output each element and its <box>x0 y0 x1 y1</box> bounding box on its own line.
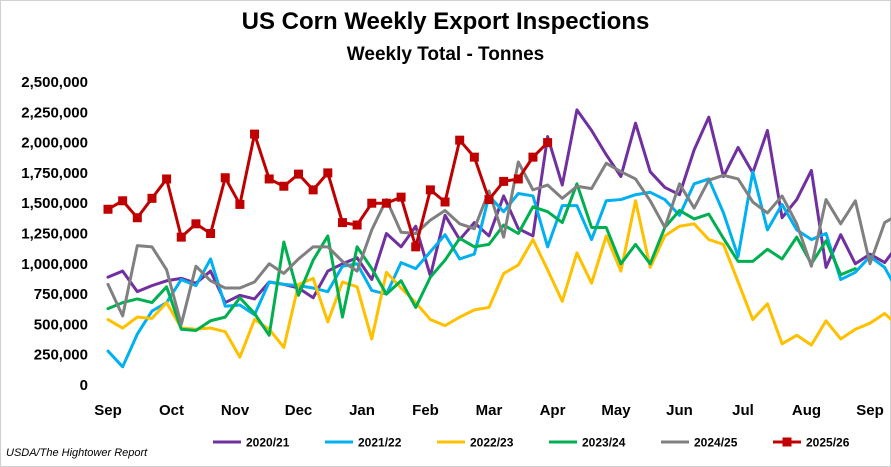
data-point-2025-26 <box>176 232 186 242</box>
y-axis: 0 250,000 500,000 750,000 1,000,000 1,250,000… <box>21 74 88 394</box>
source-note: USDA/The Hightower Report <box>6 447 148 459</box>
y-tick-label: 250,000 <box>34 347 88 364</box>
data-point-2025-26 <box>425 185 435 195</box>
legend-label-2020-21: 2020/21 <box>246 436 290 450</box>
data-point-2025-26 <box>191 219 201 229</box>
x-tick-label: Oct <box>159 402 184 419</box>
data-point-2025-26 <box>469 152 479 162</box>
data-point-2025-26 <box>455 135 465 145</box>
data-point-2025-26 <box>323 168 333 178</box>
data-point-2025-26 <box>499 176 509 186</box>
data-point-2025-26 <box>484 195 494 205</box>
data-point-2025-26 <box>411 242 421 252</box>
series-2025-26 <box>103 129 553 252</box>
data-point-2025-26 <box>250 129 260 139</box>
series-layer <box>103 108 891 369</box>
data-point-2025-26 <box>528 152 538 162</box>
y-tick-label: 1,000,000 <box>21 256 88 273</box>
data-point-2025-26 <box>337 218 347 228</box>
chart-subtitle: Weekly Total - Tonnes <box>346 44 545 65</box>
x-tick-label: Aug <box>792 402 821 419</box>
x-tick-label: Jul <box>732 402 754 419</box>
x-tick-label: Apr <box>540 402 566 419</box>
legend-item-2020-21: 2020/21 <box>213 436 290 450</box>
data-point-2025-26 <box>220 173 230 183</box>
y-tick-label: 2,000,000 <box>21 135 88 152</box>
y-tick-label: 1,750,000 <box>21 165 88 182</box>
legend-item-2024-25: 2024/25 <box>661 436 738 450</box>
x-tick-label: Nov <box>221 402 250 419</box>
x-tick-label: Dec <box>285 402 313 419</box>
series-2022-23 <box>106 199 891 359</box>
x-tick-label: Jan <box>349 402 375 419</box>
chart-title: US Corn Weekly Export Inspections <box>241 8 650 35</box>
legend-label-2024-25: 2024/25 <box>694 436 738 450</box>
legend-label-2021-22: 2021/22 <box>358 436 402 450</box>
y-tick-label: 2,250,000 <box>21 104 88 121</box>
x-tick-label: Sep <box>856 402 884 419</box>
y-tick-label: 1,250,000 <box>21 226 88 243</box>
data-point-2025-26 <box>352 220 362 230</box>
y-tick-label: 0 <box>80 377 88 394</box>
data-point-2025-26 <box>513 174 523 184</box>
data-point-2025-26 <box>132 213 142 223</box>
legend: 2020/21 2021/22 2022/23 2023/24 2024/25 2025/… <box>213 436 850 450</box>
x-tick-label: Jun <box>666 402 693 419</box>
x-tick-label: Sep <box>94 402 122 419</box>
data-point-2025-26 <box>206 229 216 238</box>
legend-item-2025-26: 2025/26 <box>773 436 850 450</box>
series-line-2024-25 <box>106 160 891 326</box>
legend-item-2022-23: 2022/23 <box>437 436 514 450</box>
series-line-2022-23 <box>106 199 891 359</box>
legend-label-2025-26: 2025/26 <box>806 436 850 450</box>
legend-item-2021-22: 2021/22 <box>325 436 402 450</box>
x-axis: Sep Oct Nov Dec Jan Feb Mar Apr May Jun Jul Aug Sep <box>94 402 884 419</box>
x-tick-label: Feb <box>412 402 439 419</box>
series-2023-24 <box>106 182 857 337</box>
legend-label-2023-24: 2023/24 <box>582 436 626 450</box>
legend-item-2023-24: 2023/24 <box>549 436 626 450</box>
data-point-2025-26 <box>103 204 113 214</box>
y-tick-label: 1,500,000 <box>21 195 88 212</box>
y-tick-label: 500,000 <box>34 316 88 333</box>
data-point-2025-26 <box>308 185 318 195</box>
y-tick-label: 750,000 <box>34 286 88 303</box>
data-point-2025-26 <box>381 198 391 208</box>
series-2021-22 <box>106 170 891 369</box>
data-point-2025-26 <box>440 197 450 207</box>
x-tick-label: May <box>601 402 631 419</box>
data-point-2025-26 <box>147 193 157 203</box>
data-point-2025-26 <box>235 199 245 209</box>
data-point-2025-26 <box>543 138 553 148</box>
x-tick-label: Mar <box>476 402 503 419</box>
data-point-2025-26 <box>279 181 289 191</box>
y-tick-label: 2,500,000 <box>21 74 88 91</box>
data-point-2025-26 <box>162 174 172 184</box>
data-point-2025-26 <box>367 198 377 208</box>
data-point-2025-26 <box>294 169 303 179</box>
series-2024-25 <box>106 160 891 326</box>
series-line-2021-22 <box>106 170 891 369</box>
data-point-2025-26 <box>396 192 406 202</box>
data-point-2025-26 <box>118 196 128 206</box>
data-point-2025-26 <box>264 174 274 184</box>
legend-marker-2025-26 <box>782 437 792 447</box>
series-line-2023-24 <box>106 182 857 337</box>
legend-label-2022-23: 2022/23 <box>470 436 514 450</box>
